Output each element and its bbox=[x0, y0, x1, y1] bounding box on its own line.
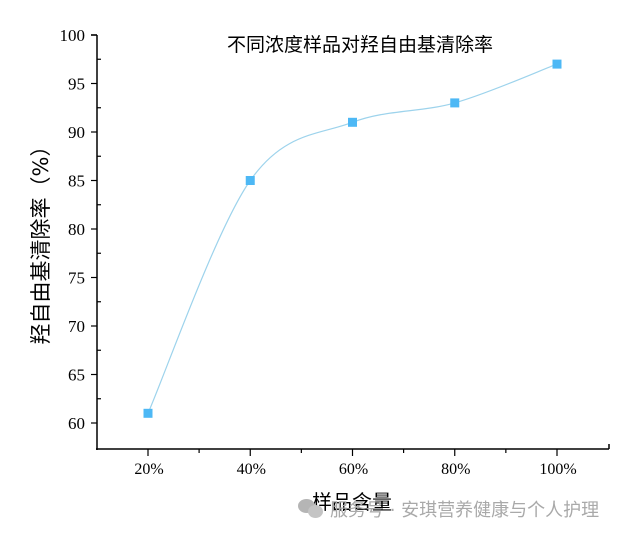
chart-title: 不同浓度样品对羟自由基清除率 bbox=[226, 34, 493, 56]
x-axis-label: 样品含量 bbox=[312, 490, 392, 514]
x-tick-label: 20% bbox=[134, 461, 163, 478]
y-tick-label: 95 bbox=[68, 75, 85, 94]
y-tick-label: 100 bbox=[60, 26, 86, 45]
watermark-text: 服务号 · 安琪营养健康与个人护理 bbox=[330, 500, 600, 521]
data-point-marker bbox=[348, 117, 357, 127]
data-point-marker bbox=[245, 176, 255, 185]
x-tick-label: 40% bbox=[237, 461, 266, 478]
watermark: 服务号 · 安琪营养健康与个人护理 bbox=[298, 496, 599, 522]
y-tick-label: 70 bbox=[68, 317, 85, 336]
y-tick-label: 75 bbox=[68, 269, 85, 288]
y-tick-label: 80 bbox=[68, 220, 85, 239]
x-tick-label: 80% bbox=[441, 461, 470, 478]
y-tick-label: 60 bbox=[68, 414, 85, 433]
x-tick-label: 60% bbox=[339, 461, 368, 478]
wechat-icon bbox=[298, 499, 324, 519]
x-tick-label: 100% bbox=[539, 461, 576, 478]
series-line bbox=[147, 63, 558, 414]
y-tick-label: 90 bbox=[68, 123, 85, 142]
data-point-marker bbox=[552, 59, 562, 69]
data-point-marker bbox=[143, 408, 153, 418]
y-axis-label: 羟自由基清除率（%） bbox=[29, 135, 53, 345]
data-point-marker bbox=[450, 98, 460, 108]
y-tick-label: 65 bbox=[68, 366, 85, 385]
y-tick-label: 85 bbox=[68, 172, 85, 191]
